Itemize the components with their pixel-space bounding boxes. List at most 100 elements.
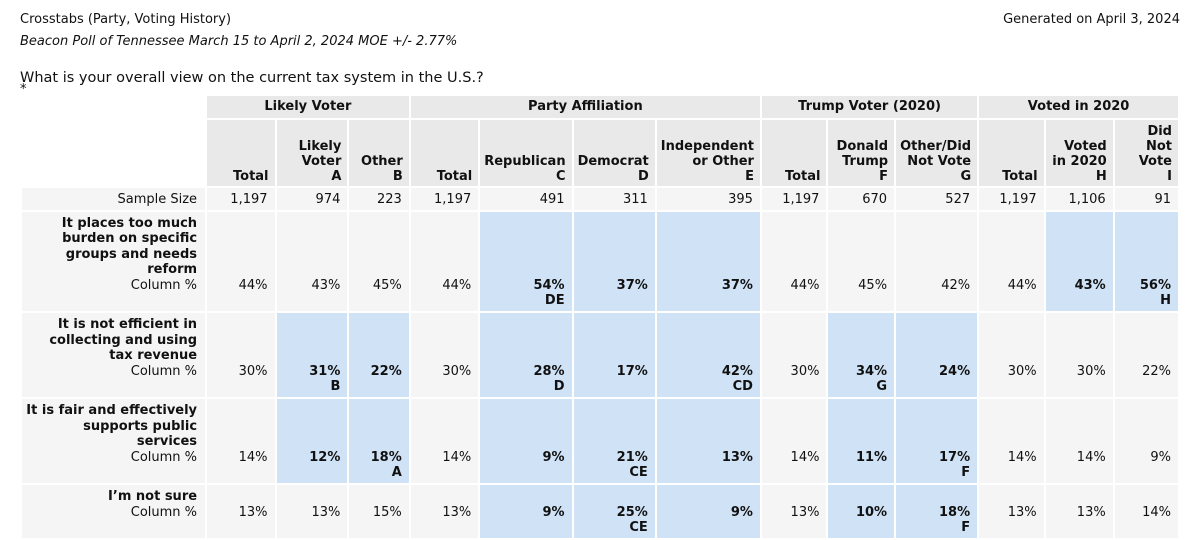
percent-value: 30% xyxy=(790,363,820,379)
column-header-cell: Total xyxy=(979,120,1044,186)
column-header-cell: Donald Trump F xyxy=(828,120,895,186)
significance-letters: G xyxy=(876,379,888,394)
column-label: Total xyxy=(784,169,821,184)
percent-cell: 13% xyxy=(656,399,760,483)
table-row: It places too much burden on specific gr… xyxy=(22,211,1178,311)
significance-letters xyxy=(484,465,564,480)
significance-letters xyxy=(281,465,341,480)
percent-value: 21% xyxy=(616,449,648,465)
sample-size-value: 527 xyxy=(896,188,978,210)
percent-cell: 10% xyxy=(828,485,895,538)
sample-size-value: 1,197 xyxy=(207,188,275,210)
answer-text: I’m not sure xyxy=(108,489,198,504)
table-row: It is not efficient in collecting and us… xyxy=(22,313,1178,397)
report-title: Crosstabs (Party, Voting History) xyxy=(20,12,232,27)
metric-label: Column % xyxy=(130,363,198,379)
column-label: Total xyxy=(436,169,473,184)
percent-value: 43% xyxy=(311,277,341,293)
percent-cell: 42% CD xyxy=(656,313,760,397)
percent-value: 18% xyxy=(939,504,971,520)
column-label: Democrat xyxy=(577,154,649,169)
percent-cell: 42% xyxy=(896,211,978,311)
group-header-cell: Trump Voter (2020) xyxy=(761,96,978,118)
answer-label-cell: It places too much burden on specific gr… xyxy=(22,211,206,311)
percent-value: 30% xyxy=(1076,363,1106,379)
percent-cell: 22% xyxy=(1114,313,1178,397)
group-header-cell: Voted in 2020 xyxy=(979,96,1178,118)
column-letter: E xyxy=(745,169,754,184)
percent-cell: 9% xyxy=(480,399,572,483)
percent-cell: 14% xyxy=(1114,485,1178,538)
sample-size-value: 491 xyxy=(480,188,572,210)
column-letter: G xyxy=(960,169,972,184)
group-header-cell: Likely Voter xyxy=(207,96,409,118)
answer-label-cell: It is not efficient in collecting and us… xyxy=(22,313,206,397)
percent-value: 37% xyxy=(721,277,753,293)
column-letter: C xyxy=(556,169,566,184)
percent-cell: 9% xyxy=(656,485,760,538)
column-label: Voted in 2020 xyxy=(1052,139,1107,169)
percent-value: 45% xyxy=(372,277,402,293)
sample-size-value: 1,106 xyxy=(1045,188,1113,210)
percent-value: 44% xyxy=(442,277,472,293)
percent-cell: 44% xyxy=(207,211,275,311)
percent-value: 17% xyxy=(939,449,971,465)
significance-letters: F xyxy=(961,465,971,480)
percent-cell: 17% xyxy=(573,313,655,397)
column-label: Other/Did Not Vote xyxy=(900,139,972,169)
column-letter: F xyxy=(879,169,889,184)
percent-value: 13% xyxy=(238,504,268,520)
percent-cell: 34% G xyxy=(828,313,895,397)
table-row: I’m not sure Column % 13% 13% 15% 13% 9% 25% CE 9… xyxy=(22,485,1178,538)
sample-size-value: 311 xyxy=(573,188,655,210)
sample-size-label: Sample Size xyxy=(22,188,206,210)
group-header-row: Likely Voter Party Affiliation Trump Voter… xyxy=(22,96,1178,118)
significance-letters xyxy=(1050,465,1106,480)
significance-letters xyxy=(281,293,341,308)
percent-value: 14% xyxy=(1007,449,1037,465)
percent-value: 54% xyxy=(533,277,565,293)
column-label: Did Not Vote xyxy=(1138,124,1172,169)
column-letter: A xyxy=(331,169,342,184)
percent-value: 30% xyxy=(238,363,268,379)
significance-letters xyxy=(353,293,401,308)
column-header-cell: Independent or Other E xyxy=(656,120,760,186)
column-label: Donald Trump xyxy=(836,139,889,169)
sample-size-value: 974 xyxy=(276,188,348,210)
significance-letters xyxy=(832,293,887,308)
column-header-cell: Did Not Vote I xyxy=(1114,120,1178,186)
significance-letters: H xyxy=(1160,293,1171,308)
percent-cell: 14% xyxy=(761,399,827,483)
sample-size-value: 1,197 xyxy=(761,188,827,210)
percent-value: 11% xyxy=(855,449,888,465)
column-header-cell: Likely Voter A xyxy=(276,120,348,186)
percent-value: 13% xyxy=(721,449,753,465)
label-spacer xyxy=(26,293,197,308)
percent-cell: 18% F xyxy=(896,485,978,538)
percent-cell: 15% xyxy=(349,485,409,538)
percent-cell: 21% CE xyxy=(573,399,655,483)
corner-blank-cell xyxy=(22,96,205,118)
significance-letters xyxy=(1119,520,1171,535)
percent-value: 18% xyxy=(370,449,402,465)
percent-cell: 28% D xyxy=(480,313,572,397)
percent-cell: 22% xyxy=(349,313,409,397)
percent-cell: 9% xyxy=(1114,399,1178,483)
percent-value: 13% xyxy=(311,504,341,520)
answer-text: It is fair and effectively supports publ… xyxy=(26,403,198,449)
label-spacer xyxy=(26,520,197,535)
percent-value: 14% xyxy=(790,449,820,465)
column-label: Total xyxy=(1002,169,1038,184)
percent-value: 30% xyxy=(442,363,472,379)
significance-letters xyxy=(766,520,819,535)
sample-size-value: 395 xyxy=(656,188,760,210)
percent-value: 30% xyxy=(1007,363,1037,379)
percent-value: 14% xyxy=(238,449,268,465)
corner-blank-cell xyxy=(22,120,205,186)
percent-value: 13% xyxy=(442,504,472,520)
significance-letters: B xyxy=(330,379,341,394)
percent-cell: 30% xyxy=(1045,313,1113,397)
significance-letters xyxy=(983,520,1036,535)
percent-cell: 12% xyxy=(276,399,348,483)
